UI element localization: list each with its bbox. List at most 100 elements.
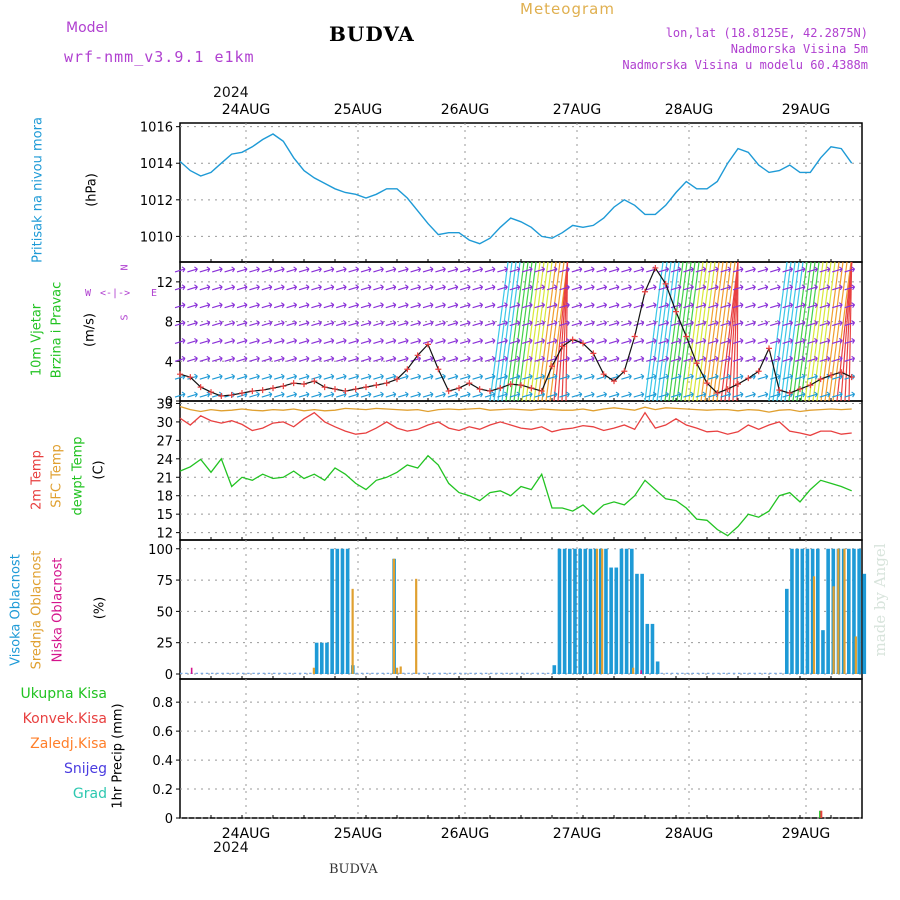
cloud-baseline-bar (448, 672, 452, 674)
wind-barb (695, 355, 707, 362)
wind-speed-marker (538, 388, 545, 395)
wind-speed-marker (425, 341, 431, 348)
cloud-baseline-bar (283, 672, 286, 674)
wind-barb (447, 266, 459, 273)
wind-barb (509, 284, 521, 291)
wind-speed-marker (807, 382, 814, 389)
wind-barb (832, 391, 843, 398)
wind-barb (298, 284, 310, 291)
wind-barb (199, 355, 211, 362)
panel-frame-precip (179, 678, 863, 819)
wind-speed-marker (332, 386, 338, 393)
wind-barb (460, 266, 471, 273)
wind-speed-marker (352, 386, 359, 393)
wind-barb (584, 373, 595, 380)
bottom-year: 2024 (213, 840, 249, 856)
wind-barb (745, 337, 756, 344)
wind-barb (646, 355, 657, 362)
wind-speed-marker (497, 385, 504, 392)
mid-cloud-bar (392, 558, 396, 674)
wind-barb (509, 266, 521, 273)
wind-barb (212, 266, 223, 273)
wind-speed-marker (683, 333, 690, 340)
wind-barb (212, 320, 223, 327)
bottom-day-label-3: 27AUG (553, 826, 602, 842)
wind-barb (286, 266, 298, 273)
wind-barb (608, 266, 620, 273)
wind-speed-marker (797, 386, 803, 393)
wind-barb (509, 320, 521, 327)
top-day-label-5: 29AUG (782, 102, 831, 118)
wind-barb (311, 337, 322, 344)
wind-barb (311, 391, 322, 398)
wind-barb (559, 266, 570, 273)
high-cloud-bar (588, 548, 593, 674)
wind-barb (274, 284, 285, 291)
wind-barb (670, 266, 682, 273)
wind-barb (596, 266, 608, 273)
wind-barb (720, 373, 732, 380)
wind-barb (398, 284, 409, 291)
wind-barb (732, 337, 744, 344)
wind-barb (286, 320, 298, 327)
wind-barb (559, 302, 570, 309)
wind-barb (410, 320, 422, 327)
wind-zone-2 (768, 261, 853, 402)
wind-speed-marker (414, 352, 421, 359)
wind-speed-marker (476, 386, 483, 393)
high-cloud-bar (821, 630, 825, 674)
wind-barb (596, 320, 608, 327)
wind-barb (348, 391, 360, 398)
wind-speed-marker (724, 386, 731, 393)
wind-barb (497, 391, 508, 398)
wind-barb (249, 302, 260, 309)
cloud-baseline-bar (546, 672, 550, 674)
wind-barb (236, 373, 248, 380)
wind-speed-marker (259, 387, 266, 394)
cloud-baseline-bar (242, 672, 245, 674)
wind-barb (460, 337, 471, 344)
wind-barb (546, 266, 558, 273)
wind-barb (274, 391, 285, 398)
wind-barb (472, 302, 484, 309)
wind-hatch (505, 261, 525, 402)
cloud-baseline-bar (366, 672, 369, 674)
wind-hatch (716, 261, 736, 402)
wind-barb (683, 355, 694, 362)
wind-barb (546, 284, 558, 291)
wind-barb (435, 373, 446, 380)
wind-speed-marker (218, 393, 225, 400)
wind-hatch (816, 261, 836, 402)
wind-barb (484, 355, 496, 362)
wind-barb (472, 337, 484, 344)
cloud-baseline-bar (727, 672, 731, 674)
wind-barb (187, 355, 198, 362)
wind-barb (410, 373, 422, 380)
wind-barb (323, 302, 335, 309)
wind-barb (236, 302, 248, 309)
panel-frame-pressure (179, 122, 863, 263)
wind-barb (398, 266, 409, 273)
dewpoint-line (179, 454, 852, 537)
wind-barb (770, 302, 781, 309)
wind-hatch (836, 261, 853, 402)
wind-barb (708, 302, 719, 309)
mid-cloud-bar (854, 636, 857, 674)
wind-barb (385, 266, 397, 273)
wind-barb (410, 337, 422, 344)
mid-cloud-bar (595, 548, 599, 674)
bottom-day-label-4: 28AUG (665, 826, 714, 842)
wind-barb (224, 337, 236, 344)
wind-barb (174, 302, 186, 309)
wind-barb (298, 320, 310, 327)
wind-barb (621, 391, 632, 398)
wind-barb (596, 391, 608, 398)
wind-barb (720, 391, 732, 398)
high-cloud-bar (826, 548, 830, 674)
wind-barb (633, 266, 645, 273)
wind-barb (385, 391, 397, 398)
wind-barb (757, 284, 769, 291)
wind-barb (187, 320, 198, 327)
precip-legend-snow: Snijeg (63, 761, 107, 777)
